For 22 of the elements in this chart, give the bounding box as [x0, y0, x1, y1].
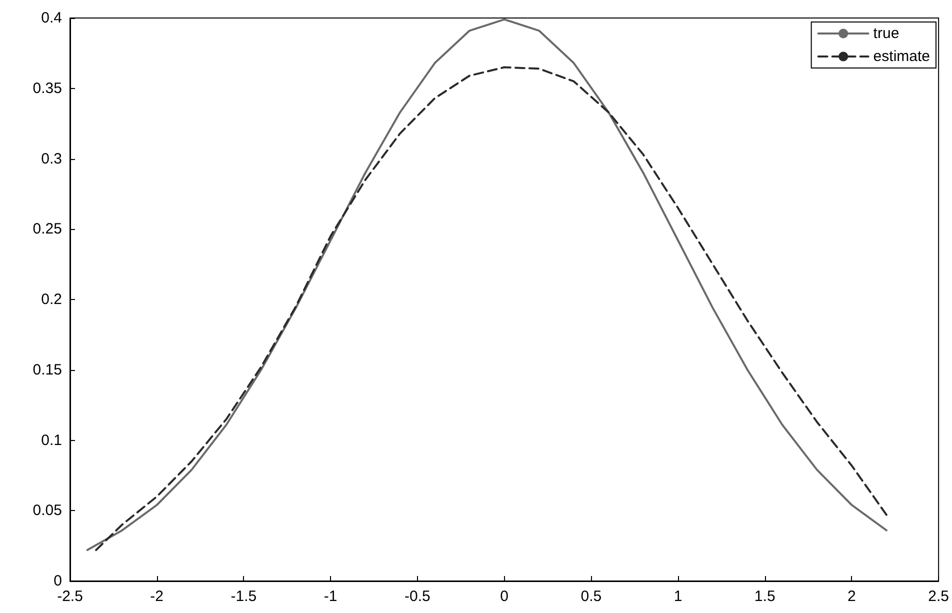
y-tick-label: 0.3 [41, 150, 62, 168]
x-tick-label: 0 [500, 588, 508, 605]
x-tick-label: 2.5 [928, 588, 950, 605]
y-tick-label: 0.2 [41, 291, 62, 308]
y-tick-label: 0.25 [32, 220, 62, 238]
x-tick-label: 1.5 [754, 588, 776, 605]
y-tick-label: 0.1 [41, 432, 62, 449]
x-tick-label: 2 [848, 588, 856, 605]
y-tick-label: 0.15 [32, 361, 62, 378]
x-tick-label: -1 [324, 588, 338, 605]
x-tick-label: -0.5 [404, 588, 430, 605]
y-tick-label: 0.35 [32, 80, 62, 97]
y-tick-label: 0 [54, 572, 62, 590]
x-tick-label: -2 [150, 588, 164, 605]
legend-label: estimate [873, 48, 930, 65]
y-tick-label: 0.4 [41, 10, 62, 26]
x-tick-label: -2.5 [57, 588, 83, 605]
x-tick-label: 1 [674, 588, 682, 605]
x-tick-label: 0.5 [580, 588, 602, 605]
legend-label: true [873, 25, 900, 42]
y-tick-label: 0.05 [32, 502, 62, 520]
x-tick-label: -1.5 [230, 588, 257, 605]
